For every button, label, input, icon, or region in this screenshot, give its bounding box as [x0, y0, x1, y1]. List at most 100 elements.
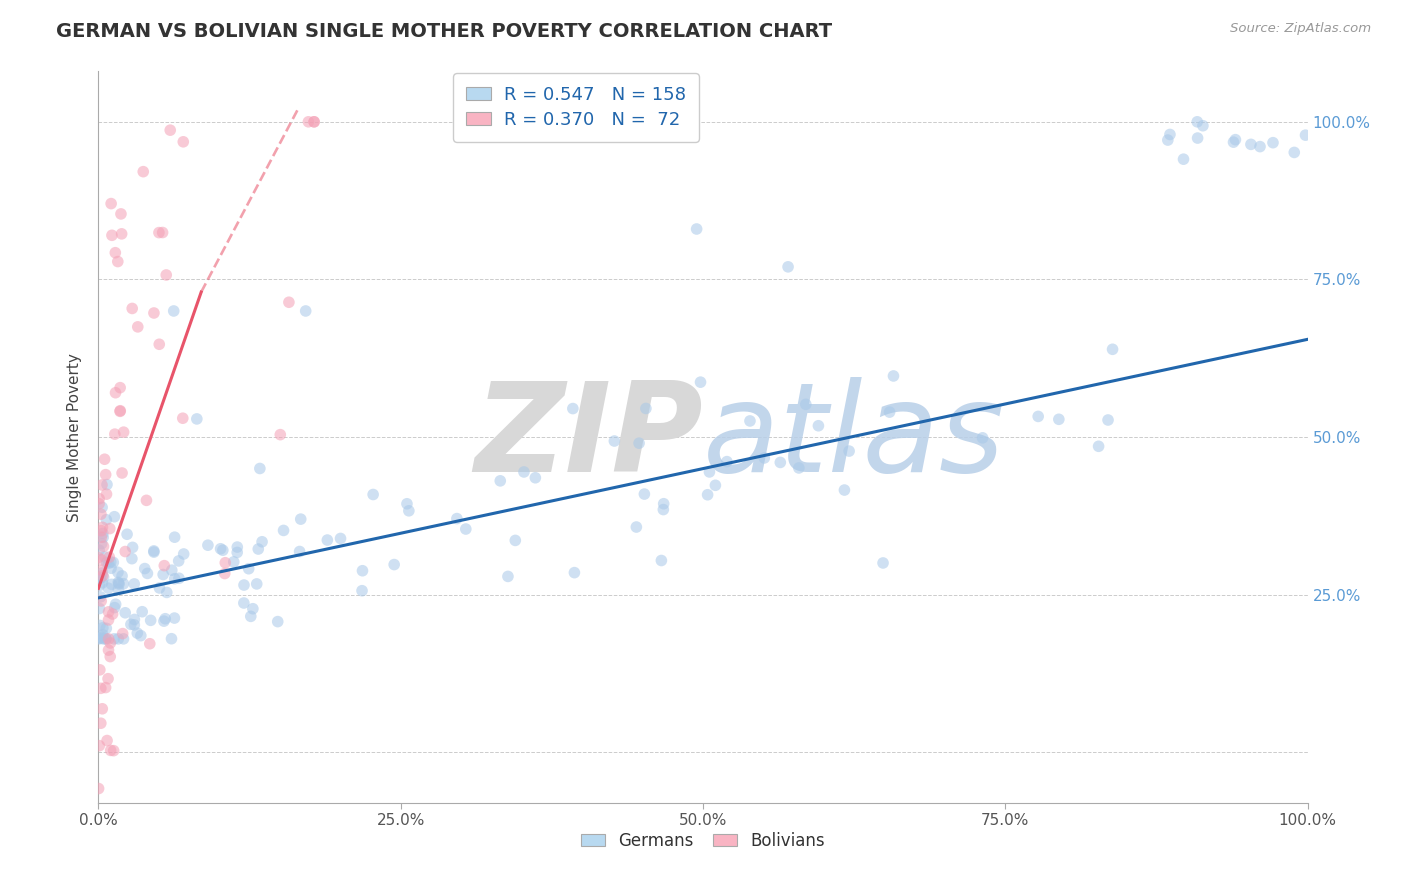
Point: [96, 513, 118, 527]
Point: [94, 681, 117, 695]
Point: [778, 260, 800, 274]
Text: Source: ZipAtlas.com: Source: ZipAtlas.com: [1230, 22, 1371, 36]
Point: [297, 115, 319, 129]
Point: [97, 556, 120, 570]
Point: [91, 526, 114, 541]
Point: [807, 418, 830, 433]
Point: [294, 304, 316, 318]
Point: [107, 582, 129, 597]
Point: [104, 600, 127, 615]
Point: [652, 497, 675, 511]
Point: [689, 375, 711, 389]
Point: [633, 487, 655, 501]
Point: [112, 632, 135, 646]
Point: [652, 502, 675, 516]
Point: [152, 226, 174, 240]
Point: [115, 527, 138, 541]
Point: [100, 561, 122, 575]
Point: [111, 227, 134, 241]
Text: ZIP: ZIP: [474, 376, 703, 498]
Point: [142, 306, 165, 320]
Point: [1159, 128, 1181, 142]
Point: [94, 632, 117, 646]
Point: [267, 615, 290, 629]
Point: [155, 268, 177, 282]
Point: [91, 575, 114, 590]
Point: [1173, 152, 1195, 166]
Point: [87, 781, 110, 796]
Point: [94, 632, 117, 646]
Text: GERMAN VS BOLIVIAN SINGLE MOTHER POVERTY CORRELATION CHART: GERMAN VS BOLIVIAN SINGLE MOTHER POVERTY…: [56, 22, 832, 41]
Point: [699, 465, 721, 479]
Point: [214, 556, 236, 570]
Point: [89, 590, 111, 604]
Point: [134, 561, 156, 575]
Point: [302, 115, 325, 129]
Point: [98, 522, 121, 536]
Point: [738, 414, 761, 428]
Point: [89, 601, 111, 615]
Point: [350, 583, 373, 598]
Point: [489, 474, 512, 488]
Point: [90, 507, 112, 521]
Point: [120, 617, 142, 632]
Point: [226, 540, 249, 554]
Legend: Germans, Bolivians: Germans, Bolivians: [575, 825, 831, 856]
Point: [89, 739, 111, 753]
Point: [269, 427, 291, 442]
Point: [696, 488, 718, 502]
Point: [316, 533, 339, 547]
Point: [127, 626, 149, 640]
Point: [87, 632, 110, 646]
Point: [101, 607, 124, 621]
Y-axis label: Single Mother Poverty: Single Mother Poverty: [67, 352, 83, 522]
Point: [1225, 133, 1247, 147]
Point: [100, 743, 122, 757]
Point: [98, 649, 121, 664]
Point: [90, 553, 112, 567]
Point: [834, 483, 856, 497]
Point: [104, 597, 127, 611]
Point: [96, 487, 118, 501]
Point: [879, 405, 901, 419]
Point: [1261, 136, 1284, 150]
Point: [153, 614, 176, 628]
Point: [564, 566, 586, 580]
Point: [139, 637, 162, 651]
Point: [90, 630, 112, 644]
Point: [1284, 145, 1306, 160]
Point: [100, 196, 122, 211]
Point: [103, 632, 125, 646]
Point: [114, 544, 136, 558]
Point: [1295, 128, 1317, 143]
Point: [1157, 133, 1180, 147]
Point: [91, 566, 114, 580]
Point: [111, 466, 134, 480]
Point: [1187, 131, 1209, 145]
Point: [634, 401, 657, 416]
Point: [148, 337, 170, 351]
Point: [96, 621, 118, 635]
Point: [97, 581, 120, 595]
Point: [91, 702, 114, 716]
Point: [142, 544, 165, 558]
Point: [238, 562, 260, 576]
Point: [89, 663, 111, 677]
Point: [110, 207, 132, 221]
Point: [247, 542, 270, 557]
Point: [505, 533, 527, 548]
Point: [98, 636, 121, 650]
Point: [103, 509, 125, 524]
Point: [111, 569, 134, 583]
Point: [163, 611, 186, 625]
Point: [246, 577, 269, 591]
Point: [129, 629, 152, 643]
Point: [172, 411, 194, 425]
Point: [110, 403, 132, 417]
Point: [90, 594, 112, 608]
Point: [352, 564, 374, 578]
Point: [139, 613, 162, 627]
Point: [288, 544, 311, 558]
Point: [167, 554, 190, 568]
Point: [91, 621, 114, 635]
